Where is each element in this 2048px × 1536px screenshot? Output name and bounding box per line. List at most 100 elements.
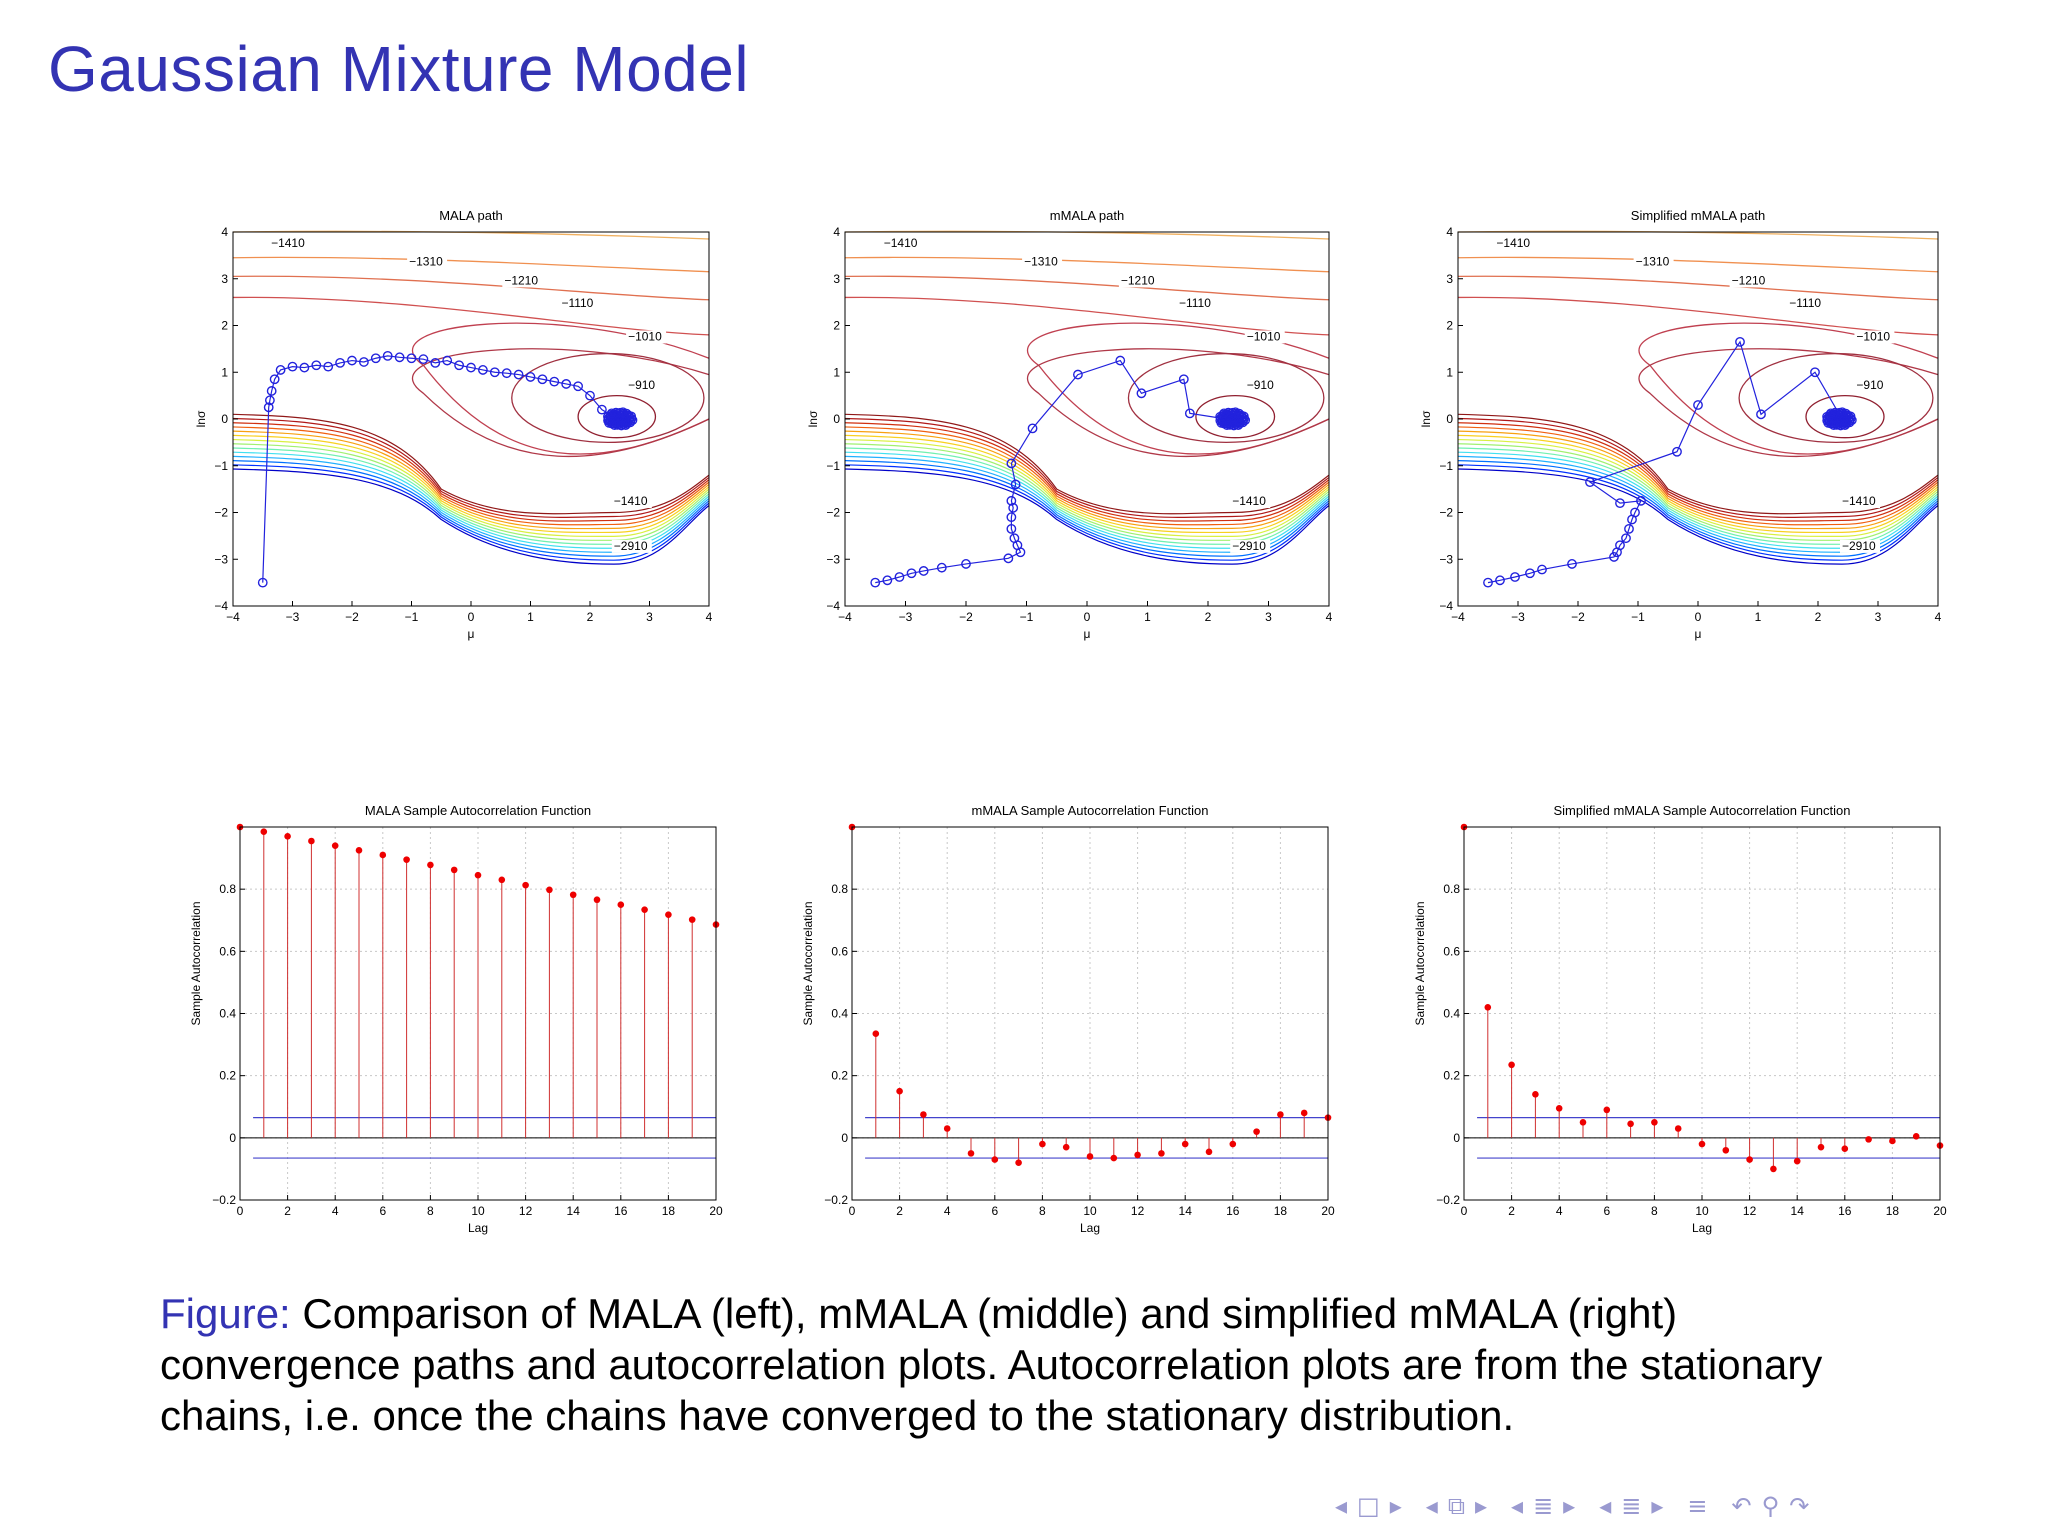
x-tick-label: 10 — [1083, 1204, 1097, 1218]
y-tick-label: 0.4 — [219, 1007, 236, 1021]
acf-point — [1912, 1132, 1920, 1140]
y-tick-label: −2 — [214, 506, 228, 520]
acf-point — [1627, 1120, 1634, 1128]
chain-sample-point — [1006, 523, 1017, 534]
figure-caption: Figure: Comparison of MALA (left), mMALA… — [160, 1288, 1920, 1441]
y-tick-label: 4 — [221, 225, 228, 239]
nav-section-icon[interactable]: ≣ — [1533, 1492, 1554, 1520]
chain-cluster-point — [620, 420, 631, 430]
contour-label: −1210 — [1732, 273, 1766, 287]
nav-toc-icon[interactable]: ≡ — [1687, 1492, 1708, 1520]
chain-sample-point — [1009, 533, 1020, 544]
nav-right-arrow-icon[interactable]: ▸ — [1651, 1492, 1664, 1520]
acf-point — [403, 856, 410, 863]
y-tick-label: 1 — [221, 365, 228, 379]
contour-line — [1457, 422, 1939, 522]
x-tick-label: 2 — [896, 1204, 903, 1218]
chain-cluster-point — [1240, 415, 1251, 426]
y-tick-label: 2 — [221, 319, 228, 333]
chain-sample-point — [585, 390, 595, 401]
contour-line — [1457, 443, 1939, 541]
chain-sample-point — [1615, 498, 1625, 509]
chain-cluster-point — [618, 407, 628, 418]
chart-title: Simplified mMALA path — [1631, 208, 1765, 223]
chain-cluster-point — [1830, 407, 1841, 418]
y-tick-label: −4 — [826, 599, 840, 613]
chain-sample-point — [1624, 523, 1634, 534]
chain-sample-point — [1810, 367, 1820, 378]
y-tick-label: 0.2 — [1443, 1069, 1460, 1083]
chain-sample-point — [269, 374, 280, 385]
nav-menu-icon[interactable]: ≣ — [1621, 1492, 1642, 1520]
chain-sample-point — [264, 395, 275, 406]
chain-sample-point — [418, 354, 429, 365]
acf-point — [522, 881, 529, 889]
contour-line — [232, 438, 710, 537]
nav-search-icon[interactable]: ⚲ — [1761, 1492, 1780, 1520]
contour-label: −1410 — [1842, 494, 1876, 508]
nav-left-arrow-icon[interactable]: ◂ — [1599, 1492, 1612, 1520]
contour-line — [844, 422, 1330, 522]
contour-line — [232, 455, 710, 553]
contour-line — [844, 417, 1330, 518]
acf-point — [1817, 1143, 1825, 1151]
contour-line — [1457, 275, 1939, 301]
chain-sample-point — [347, 355, 357, 366]
chain-sample-point — [275, 365, 286, 375]
acf-point — [1110, 1154, 1118, 1162]
contour-label: −1310 — [409, 255, 443, 269]
acf-point — [1158, 1150, 1165, 1157]
contour-label: −1210 — [1121, 273, 1155, 287]
contour-line — [1457, 455, 1939, 553]
nav-forward-icon[interactable]: ↷ — [1789, 1492, 1810, 1520]
acf-point — [1841, 1145, 1849, 1153]
chain-sample-point — [1537, 564, 1547, 575]
chain-sample-point — [1693, 400, 1703, 410]
x-tick-label: 14 — [1791, 1204, 1805, 1218]
y-tick-label: 0 — [229, 1131, 236, 1145]
contour-lines — [232, 230, 710, 565]
nav-left-arrow-icon[interactable]: ◂ — [1335, 1492, 1348, 1520]
contour-line — [1457, 464, 1939, 561]
chain-cluster-point — [616, 420, 627, 431]
acf-point — [1134, 1151, 1141, 1159]
contour-line — [1457, 434, 1939, 534]
nav-left-arrow-icon[interactable]: ◂ — [1425, 1492, 1438, 1520]
y-tick-label: 1 — [833, 365, 840, 379]
acf-point — [546, 886, 553, 894]
x-tick-label: 18 — [1886, 1204, 1900, 1218]
contour-line — [232, 460, 710, 557]
y-tick-label: 3 — [221, 272, 228, 286]
nav-back-icon[interactable]: ↶ — [1731, 1492, 1752, 1520]
x-tick-label: 4 — [1556, 1204, 1563, 1218]
nav-subsection-icon[interactable]: ⧉ — [1447, 1492, 1465, 1520]
contour-line — [232, 464, 710, 561]
acf-point — [1793, 1157, 1801, 1165]
chain-sample-point — [1483, 577, 1493, 588]
acf-point — [308, 837, 315, 845]
y-tick-label: 0 — [1453, 1131, 1460, 1145]
contour-label-bg — [1633, 255, 1674, 269]
contour-label-bg — [269, 236, 310, 250]
nav-right-arrow-icon[interactable]: ▸ — [1389, 1492, 1402, 1520]
contour-label-bg — [626, 330, 667, 344]
acf-point — [1746, 1156, 1753, 1163]
chain-sample-point — [1621, 533, 1631, 544]
chain-sample-point — [573, 381, 583, 392]
contour-label: −2910 — [614, 539, 648, 553]
contour-label: −1010 — [1856, 329, 1890, 343]
contour-label: −910 — [1856, 378, 1883, 392]
acf-point — [1532, 1091, 1539, 1098]
acf-point — [1889, 1137, 1896, 1145]
chain-sample-point — [882, 575, 893, 586]
acf-point — [450, 866, 458, 874]
nav-frame-icon[interactable]: □ — [1357, 1492, 1380, 1520]
nav-right-arrow-icon[interactable]: ▸ — [1474, 1492, 1488, 1520]
nav-left-arrow-icon[interactable]: ◂ — [1511, 1492, 1524, 1520]
contour-label-bg — [626, 379, 667, 393]
nav-right-arrow-icon[interactable]: ▸ — [1563, 1492, 1576, 1520]
contour-label-bg — [1118, 274, 1159, 288]
y-tick-label: −0.2 — [824, 1193, 848, 1207]
x-tick-label: −3 — [286, 610, 300, 624]
